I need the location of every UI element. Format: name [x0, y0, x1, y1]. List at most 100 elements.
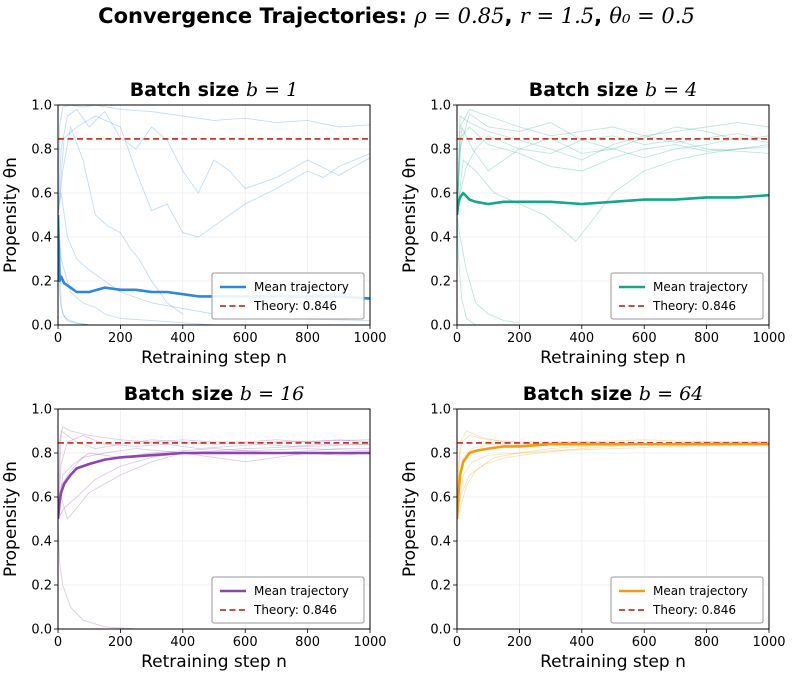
figure-title: Convergence Trajectories: ρ = 0.85, r = … [0, 4, 793, 28]
trajectory-line-6 [457, 441, 769, 520]
plot-area [457, 108, 769, 325]
y-tick-label: 0.6 [31, 491, 52, 506]
legend-mean-label: Mean trajectory [653, 280, 748, 294]
x-tick-label: 0 [453, 331, 461, 346]
chart-title-variable: b = 64 [639, 383, 703, 405]
r-label: r = 1.5 [519, 4, 595, 28]
chart-panel-4: 0 200 400 600 800 1000 0.0 0.2 0.4 0.6 0.8 1.0 Batch… [400, 383, 786, 672]
chart-title-variable: b = 16 [240, 383, 304, 405]
axes-frame [57, 104, 371, 326]
x-tick-label: 0 [453, 635, 461, 650]
y-tick-label: 0.4 [31, 231, 52, 246]
x-tick-label: 600 [632, 635, 657, 650]
y-axis-label: Propensity θn [400, 157, 420, 273]
mean-trajectory-line [58, 451, 370, 520]
trajectory-line-2 [58, 108, 370, 216]
axes-frame [456, 408, 770, 630]
trajectory-line-6 [457, 125, 769, 216]
rho-label: ρ = 0.85 [414, 4, 505, 28]
plot-area [457, 430, 769, 520]
y-tick-label: 0.8 [430, 143, 451, 158]
y-tick-label: 0.2 [430, 579, 451, 594]
trajectory-line-7 [457, 214, 520, 324]
chart-panel-2: 0 200 400 600 800 1000 0.0 0.2 0.4 0.6 0.8 1.0 Batch… [400, 79, 786, 368]
legend-mean-label: Mean trajectory [653, 584, 748, 598]
x-tick-label: 800 [295, 635, 320, 650]
x-tick-label: 0 [54, 635, 62, 650]
chart-title: Batch size b = 64 [523, 383, 704, 405]
y-tick-label: 0.0 [430, 319, 451, 334]
chart-title-variable: b = 1 [246, 79, 298, 101]
axes-frame [456, 104, 770, 326]
theta0-label: θ₀ = 0.5 [609, 4, 695, 28]
mean-trajectory-line [457, 191, 769, 216]
legend-box [211, 272, 365, 320]
trajectory-line-4 [457, 113, 769, 216]
y-tick-label: 0.4 [31, 535, 52, 550]
y-tick-label: 0.0 [31, 319, 52, 334]
x-tick-label: 0 [54, 331, 62, 346]
y-tick-label: 0.0 [31, 623, 52, 638]
y-tick-label: 0.4 [430, 231, 451, 246]
trajectory-line-6 [58, 214, 370, 325]
x-tick-label: 1000 [752, 635, 785, 650]
x-tick-label: 400 [569, 635, 594, 650]
trajectory-line-7 [58, 214, 370, 325]
x-tick-label: 400 [170, 635, 195, 650]
y-axis-label: Propensity θn [1, 157, 21, 273]
legend-theory-label: Theory: 0.846 [253, 299, 337, 313]
x-tick-label: 600 [632, 331, 657, 346]
x-tick-label: 1000 [353, 635, 386, 650]
x-tick-label: 800 [295, 331, 320, 346]
x-tick-label: 400 [569, 331, 594, 346]
chart-title-prefix: Batch size [124, 383, 240, 405]
chart-panel-1: 0 200 400 600 800 1000 0.0 0.2 0.4 0.6 0.8 1.0 Batch… [1, 79, 387, 368]
trajectory-line-5 [457, 146, 769, 243]
y-tick-label: 0.6 [31, 187, 52, 202]
trajectory-line-1 [58, 425, 370, 520]
trajectory-line-2 [58, 434, 370, 520]
y-tick-label: 1.0 [31, 403, 52, 418]
y-tick-label: 1.0 [430, 99, 451, 114]
y-tick-label: 0.6 [430, 187, 451, 202]
chart-title-prefix: Batch size [529, 79, 645, 101]
trajectory-line-3 [457, 443, 769, 520]
trajectory-line-2 [457, 441, 769, 520]
y-tick-label: 0.0 [430, 623, 451, 638]
trajectory-line-5 [58, 443, 370, 520]
legend-box [610, 272, 764, 320]
chart-title: Batch size b = 4 [529, 79, 697, 101]
y-tick-label: 1.0 [430, 403, 451, 418]
chart-title-prefix: Batch size [130, 79, 246, 101]
y-tick-label: 0.8 [31, 447, 52, 462]
trajectory-line-4 [58, 452, 370, 520]
title-sep-1: , [504, 4, 520, 28]
legend-theory-label: Theory: 0.846 [253, 603, 337, 617]
legend-mean-label: Mean trajectory [254, 584, 349, 598]
trajectory-line-8 [457, 214, 476, 325]
trajectory-line-3 [58, 448, 370, 520]
legend-box [211, 576, 365, 624]
chart-title-variable: b = 4 [645, 79, 697, 101]
y-axis-label: Propensity θn [1, 461, 21, 577]
y-tick-label: 0.6 [430, 491, 451, 506]
trajectory-line-2 [457, 115, 769, 216]
figure-title-prefix: Convergence Trajectories: [98, 4, 415, 28]
trajectory-line-3 [58, 115, 370, 238]
trajectory-line-5 [457, 443, 769, 520]
title-sep-2: , [594, 4, 610, 28]
trajectory-line-1 [58, 105, 370, 216]
plot-area [58, 425, 370, 629]
legend-theory-label: Theory: 0.846 [652, 603, 736, 617]
x-tick-label: 800 [694, 635, 719, 650]
x-tick-label: 600 [233, 635, 258, 650]
legend-mean-label: Mean trajectory [254, 280, 349, 294]
chart-panel-3: 0 200 400 600 800 1000 0.0 0.2 0.4 0.6 0.8 1.0 Batch… [1, 383, 387, 672]
trajectory-line-4 [58, 125, 184, 315]
y-tick-label: 1.0 [31, 99, 52, 114]
chart-title: Batch size b = 16 [124, 383, 305, 405]
trajectory-line-5 [58, 214, 370, 325]
x-axis-label: Retraining step n [540, 652, 686, 672]
